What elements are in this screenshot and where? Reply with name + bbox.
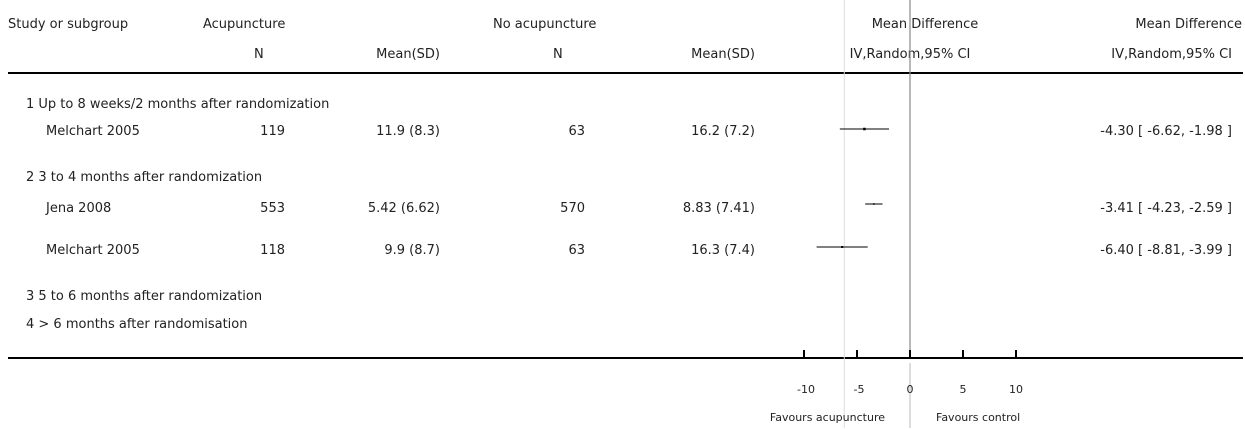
study-n1: 119 bbox=[260, 124, 285, 139]
header-no-acupuncture: No acupuncture bbox=[493, 17, 597, 32]
tick-label: 5 bbox=[959, 383, 967, 396]
bottom-rule bbox=[8, 357, 1243, 359]
subgroup-2-label: 2 3 to 4 months after randomization bbox=[26, 170, 263, 185]
header-n1: N bbox=[254, 47, 264, 62]
point-estimate bbox=[873, 203, 875, 205]
study-mean1: 11.9 (8.3) bbox=[376, 124, 440, 139]
tick-label: -5 bbox=[853, 383, 865, 396]
header-acupuncture: Acupuncture bbox=[203, 17, 286, 32]
header-study: Study or subgroup bbox=[8, 17, 129, 32]
study-name: Jena 2008 bbox=[46, 201, 112, 216]
tick-label: 10 bbox=[1009, 383, 1023, 396]
study-n1: 118 bbox=[260, 243, 285, 258]
subgroup-1-label: 1 Up to 8 weeks/2 months after randomiza… bbox=[26, 97, 330, 112]
study-name: Melchart 2005 bbox=[46, 243, 140, 258]
study-mean1: 9.9 (8.7) bbox=[384, 243, 440, 258]
study-n2: 570 bbox=[560, 201, 585, 216]
study-result: -6.40 [ -8.81, -3.99 ] bbox=[1100, 243, 1232, 258]
study-mean1: 5.42 (6.62) bbox=[367, 201, 440, 216]
header-mean2: Mean(SD) bbox=[691, 47, 755, 62]
study-n2: 63 bbox=[568, 124, 585, 139]
favours-left-label: Favours acupuncture bbox=[769, 411, 885, 424]
header-result-title: Mean Difference bbox=[1135, 17, 1242, 32]
study-mean2: 8.83 (7.41) bbox=[682, 201, 755, 216]
header-result-sub: IV,Random,95% CI bbox=[1111, 47, 1232, 62]
study-mean2: 16.3 (7.4) bbox=[691, 243, 755, 258]
subgroup-4-label: 4 > 6 months after randomisation bbox=[26, 317, 248, 332]
study-result: -3.41 [ -4.23, -2.59 ] bbox=[1100, 201, 1232, 216]
subgroup-3-label: 3 5 to 6 months after randomization bbox=[26, 289, 263, 304]
study-result: -4.30 [ -6.62, -1.98 ] bbox=[1100, 124, 1232, 139]
tick-label: 0 bbox=[906, 383, 914, 396]
tick-label: -10 bbox=[797, 383, 815, 396]
study-mean2: 16.2 (7.2) bbox=[691, 124, 755, 139]
study-n1: 553 bbox=[260, 201, 285, 216]
header-rule bbox=[8, 72, 1243, 74]
favours-right-label: Favours control bbox=[936, 411, 1021, 424]
header-n2: N bbox=[553, 47, 563, 62]
study-n2: 63 bbox=[568, 243, 585, 258]
header-mean1: Mean(SD) bbox=[376, 47, 440, 62]
study-name: Melchart 2005 bbox=[46, 124, 140, 139]
header-plot-title: Mean Difference bbox=[871, 17, 979, 32]
point-estimate bbox=[841, 246, 844, 248]
point-estimate bbox=[863, 127, 866, 131]
